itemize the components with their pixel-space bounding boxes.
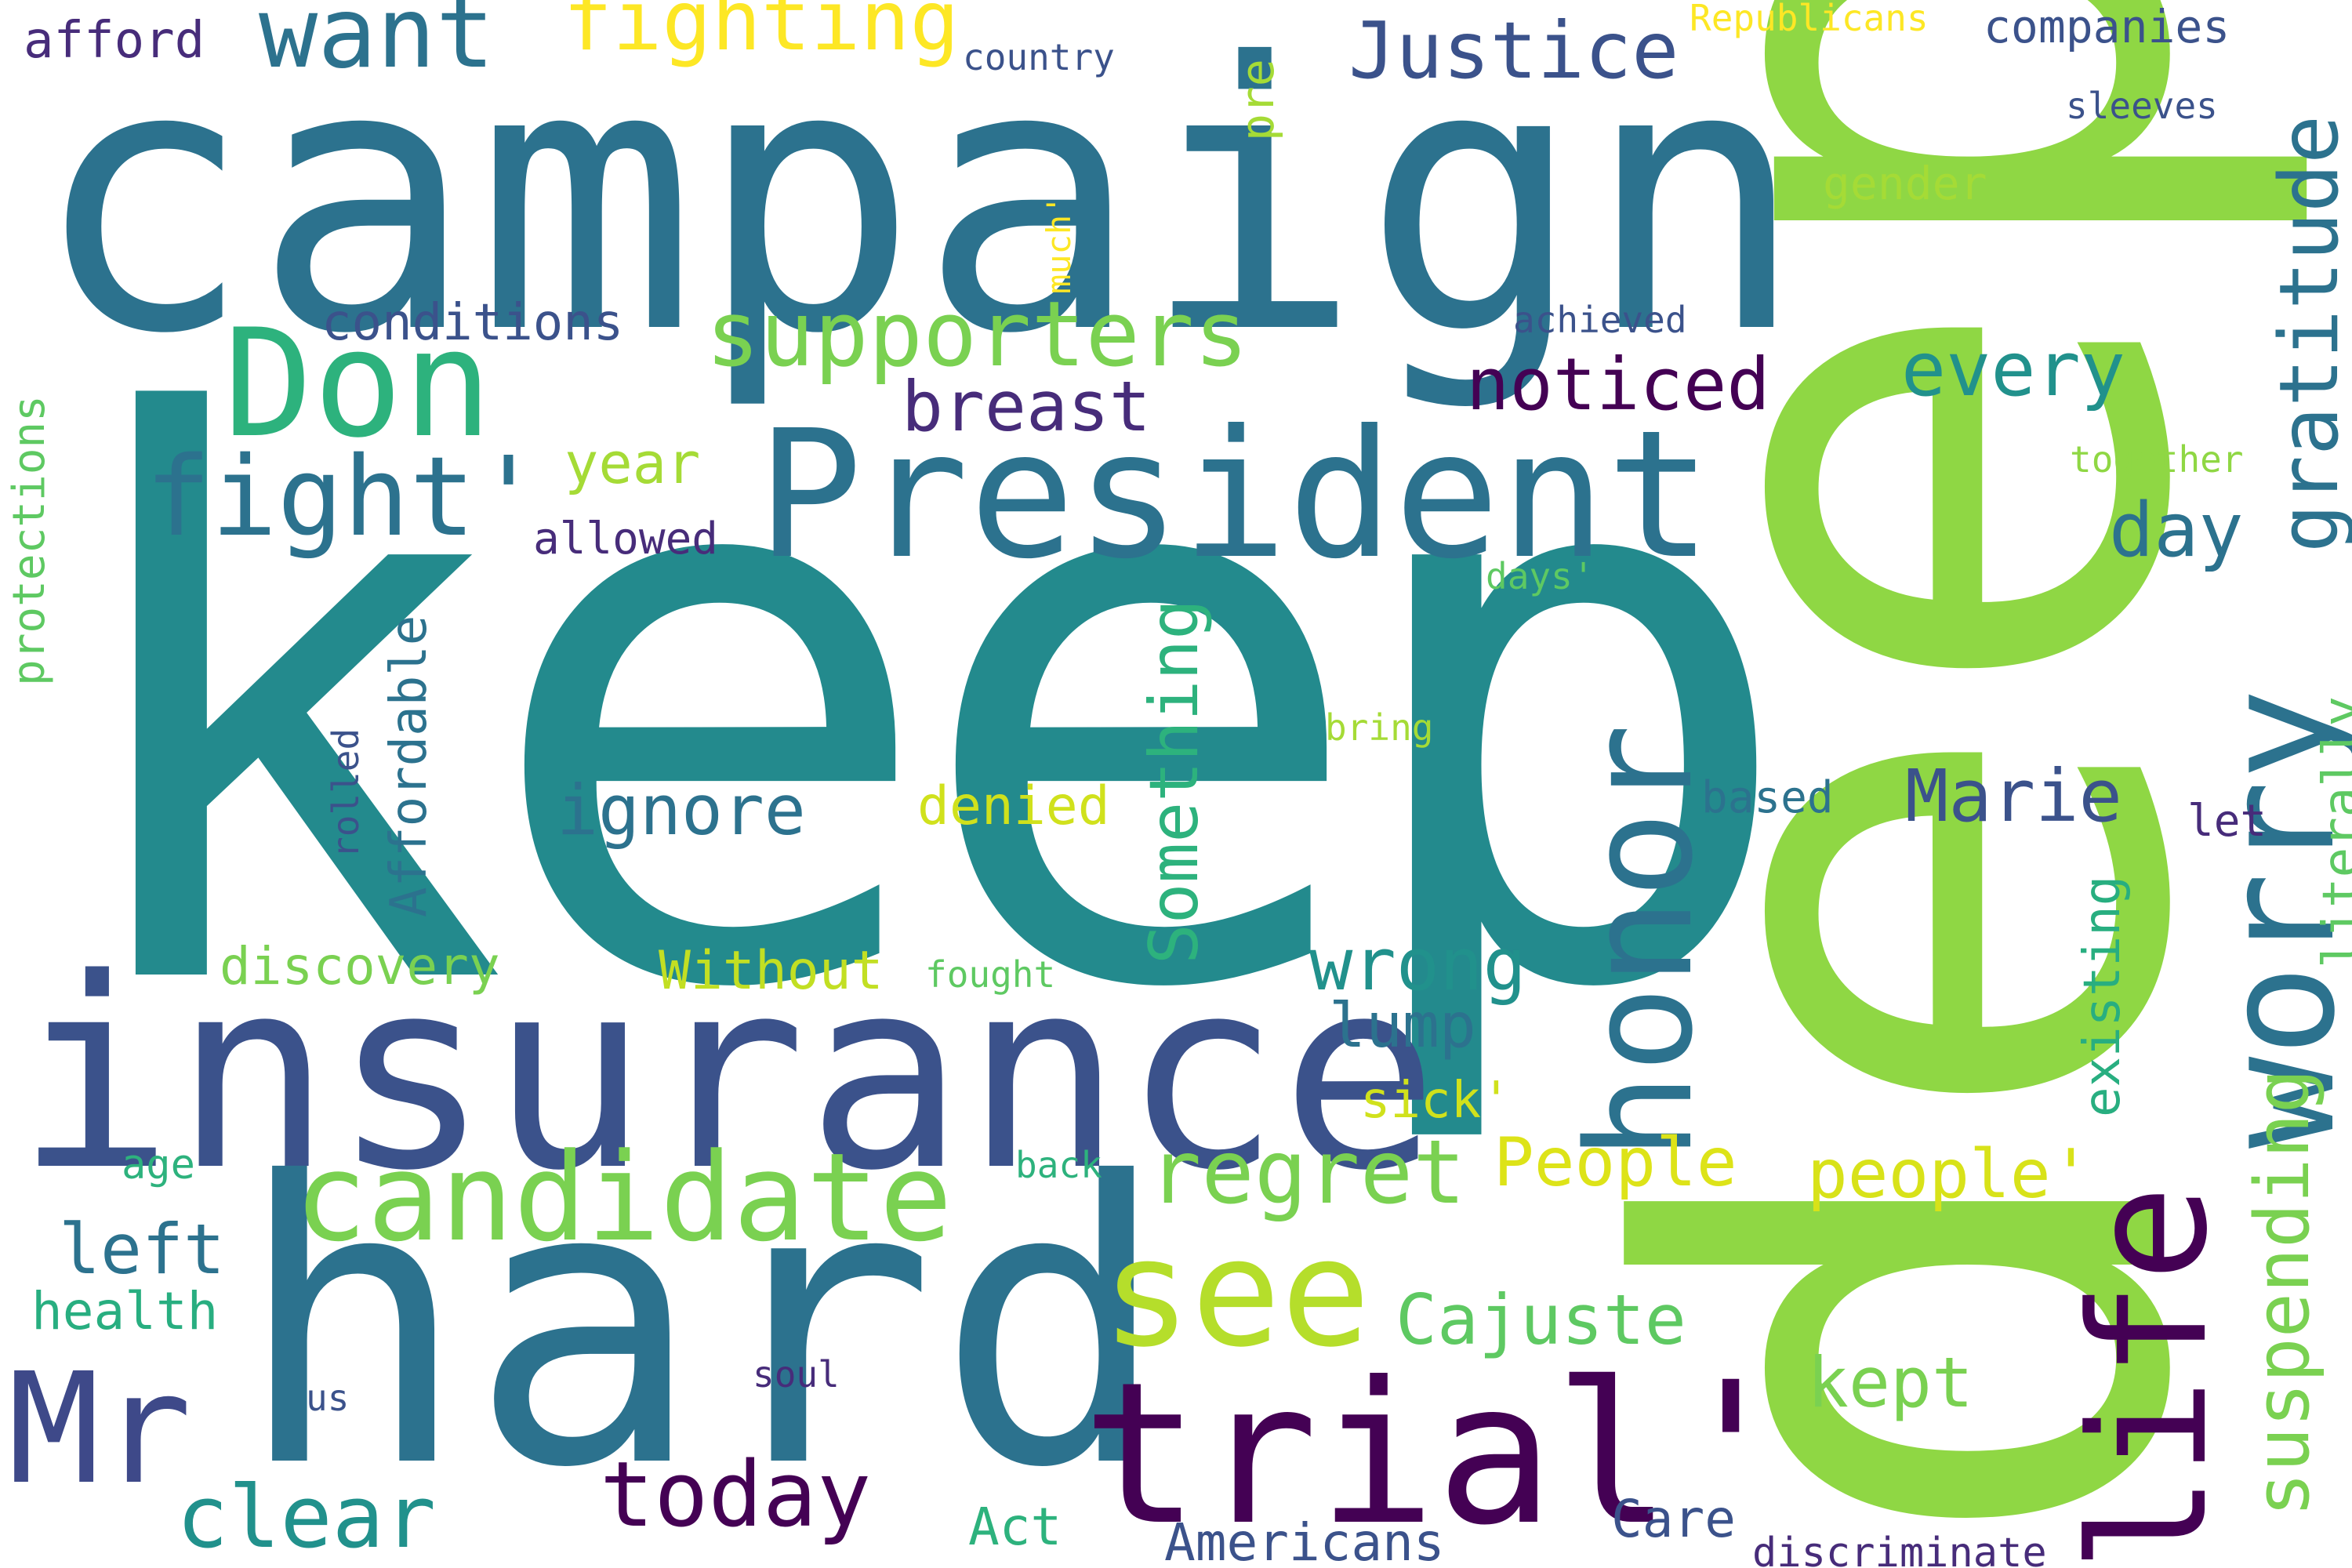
word-protections: protections bbox=[4, 395, 55, 686]
word-based: based bbox=[1701, 772, 1834, 823]
word-much: much' bbox=[1040, 194, 1078, 294]
word-conditions: conditions bbox=[321, 294, 624, 352]
word-clear: clear bbox=[176, 1467, 437, 1567]
word-people-cap: People bbox=[1494, 1123, 1737, 1202]
word-rolled: rolled bbox=[325, 728, 367, 858]
word-mr: Mr bbox=[8, 1340, 192, 1518]
word-life: life bbox=[2056, 1185, 2243, 1568]
word-fight: fight' bbox=[145, 434, 542, 561]
word-sleeves: sleeves bbox=[2066, 85, 2218, 127]
word-allowed: allowed bbox=[533, 514, 719, 564]
word-act: Act bbox=[968, 1497, 1062, 1557]
word-year: year bbox=[564, 430, 701, 496]
word-sick: sick' bbox=[1360, 1072, 1512, 1130]
word-companies: companies bbox=[1984, 0, 2230, 53]
word-soul: soul bbox=[753, 1353, 840, 1396]
word-day: day bbox=[2109, 488, 2244, 574]
word-country: country bbox=[963, 36, 1115, 78]
word-regret: regret bbox=[1149, 1122, 1466, 1224]
word-pre: pre bbox=[1231, 59, 1284, 141]
word-cajuste: Cajuste bbox=[1396, 1279, 1686, 1360]
word-fought: fought bbox=[925, 953, 1056, 996]
word-supporters: supporters bbox=[706, 282, 1249, 387]
word-fighting: fighting bbox=[563, 0, 960, 69]
word-americans: Americans bbox=[1164, 1512, 1445, 1568]
word-gender: gender bbox=[1823, 157, 1987, 210]
word-every: every bbox=[1901, 327, 2125, 413]
word-denied: denied bbox=[917, 775, 1110, 837]
word-literally: literally bbox=[2313, 696, 2352, 968]
word-ignore: ignore bbox=[557, 770, 806, 851]
word-honor: honor bbox=[1555, 724, 1725, 1160]
word-together: together bbox=[2070, 438, 2244, 481]
word-something: Something bbox=[1135, 599, 1214, 964]
word-suspending: suspending bbox=[2240, 1069, 2326, 1517]
word-us: us bbox=[306, 1377, 350, 1419]
word-campaign: campaign bbox=[31, 0, 1806, 414]
word-see: see bbox=[1102, 1207, 1371, 1380]
word-existing: existing bbox=[2074, 875, 2132, 1117]
word-lump: lump bbox=[1329, 991, 1476, 1062]
word-justice: Justice bbox=[1348, 5, 1679, 96]
word-discriminate: discriminate bbox=[1752, 1530, 2047, 1568]
word-days: days' bbox=[1486, 555, 1595, 597]
word-republicans: Republicans bbox=[1690, 0, 1929, 39]
word-kept: kept bbox=[1807, 1342, 1973, 1423]
word-achieved: achieved bbox=[1513, 299, 1687, 341]
word-trial: trial' bbox=[1082, 1340, 1791, 1568]
word-want: want bbox=[259, 0, 495, 90]
word-gratitude: gratitude bbox=[2263, 114, 2352, 553]
word-people: people' bbox=[1807, 1135, 2092, 1214]
word-back: back bbox=[1015, 1144, 1102, 1186]
word-age: age bbox=[122, 1142, 195, 1189]
word-don: Don bbox=[223, 297, 493, 470]
word-noticed: noticed bbox=[1466, 343, 1770, 426]
word-discovery: discovery bbox=[220, 936, 500, 996]
word-marie: Marie bbox=[1905, 754, 2122, 838]
word-today: today bbox=[600, 1443, 872, 1548]
word-let: let bbox=[2187, 796, 2267, 847]
word-care: Care bbox=[1611, 1489, 1736, 1549]
word-keep: keep bbox=[47, 262, 1803, 1156]
word-president: President bbox=[757, 393, 1713, 598]
word-hard: hard bbox=[235, 1101, 1171, 1552]
word-wrong: wrong bbox=[1309, 923, 1526, 1007]
word-without: Without bbox=[659, 940, 884, 1002]
word-left: left bbox=[59, 1209, 225, 1290]
word-health: health bbox=[31, 1281, 219, 1341]
word-breast: breast bbox=[902, 366, 1151, 447]
word-afford: afford bbox=[24, 12, 205, 70]
word-affordable: Affordable bbox=[380, 615, 438, 917]
word-bring: bring bbox=[1325, 706, 1434, 749]
word-candidate: candidate bbox=[294, 1127, 953, 1269]
word-insurance: insurance bbox=[16, 923, 1439, 1229]
